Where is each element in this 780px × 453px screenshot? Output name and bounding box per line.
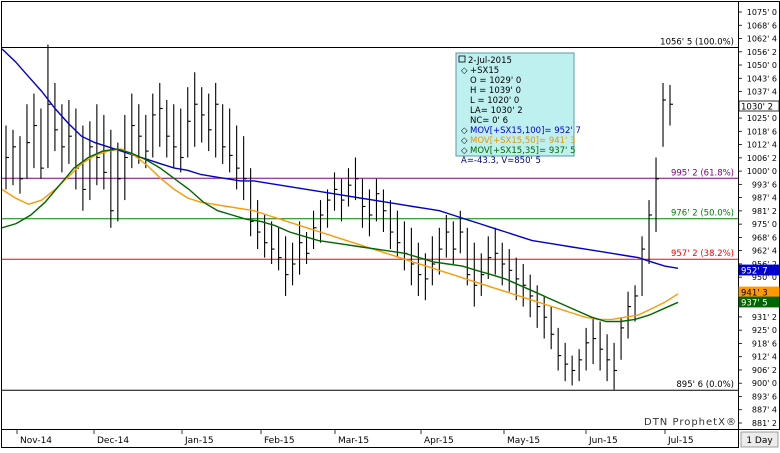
tooltip-bullet-icon: ◇ (461, 126, 468, 136)
tooltip-pin-icon[interactable] (458, 55, 466, 63)
price-axis-label: 1068' 6 (747, 21, 777, 30)
price-axis-label: 1000' 0 (747, 167, 777, 176)
time-axis-label: Jan-15 (184, 436, 214, 446)
price-axis-label: 925' 0 (752, 326, 777, 335)
price-axis-label: 956' 2 (752, 260, 777, 269)
time-axis-label: Mar-15 (338, 436, 369, 446)
watermark: DTN ProphetX® (644, 417, 737, 428)
price-axis (738, 1, 780, 430)
mov50-badge: 941' 3 (741, 289, 768, 299)
price-axis-label: 906' 2 (752, 366, 777, 375)
price-axis-label: 931' 2 (752, 313, 777, 322)
retracement-label: 995' 2 (61.8%) (671, 168, 734, 178)
timeframe-label: 1 Day (746, 436, 773, 446)
price-axis-label: 962' 4 (752, 247, 777, 256)
price-axis-label: 993' 6 (752, 180, 777, 189)
tooltip-open: O = 1029' 0 (470, 76, 521, 86)
price-axis-label: 1075' 0 (747, 8, 777, 17)
tooltip-bullet-icon: ◇ (461, 66, 468, 76)
tooltip-high: H = 1039' 0 (470, 86, 521, 96)
mov35-badge-box (738, 296, 780, 308)
tooltip-bullet-icon: ◇ (461, 136, 468, 146)
price-axis-label: 1006' 2 (747, 154, 777, 163)
tooltip-mov35: MOV[+SX15,35]= 937' 5 (470, 146, 576, 156)
price-axis-label: 887' 4 (752, 406, 777, 415)
price-axis-label: 900' 0 (752, 379, 777, 388)
retracement-label: 1056' 5 (100.0%) (660, 38, 734, 48)
tooltip-av: A=-43.3, V=850' 5 (461, 156, 541, 166)
time-axis-label: Jun-15 (588, 436, 618, 446)
retracement-label: 895' 6 (0.0%) (676, 380, 734, 390)
time-axis-label: Feb-15 (264, 436, 295, 446)
time-axis (1, 429, 739, 448)
time-axis-label: Nov-14 (20, 436, 52, 446)
price-axis-label: 912' 4 (752, 353, 777, 362)
tooltip-date: 2-Jul-2015 (468, 56, 512, 66)
time-axis-label: Jul-15 (667, 436, 694, 446)
price-axis-label: 968' 6 (752, 233, 777, 242)
time-axis-label: Apr-15 (424, 436, 454, 446)
mov100-badge: 952' 7 (741, 267, 768, 277)
timeframe-button[interactable]: 1 Day (740, 431, 779, 448)
tooltip-low: L = 1020' 0 (470, 96, 519, 106)
price-axis-label: 1043' 6 (747, 74, 777, 83)
mov35-badge: 937' 5 (741, 299, 768, 309)
retracement-label: 976' 2 (50.0%) (671, 209, 734, 219)
last-price-badge: 1030' 2 (741, 103, 773, 113)
price-axis-label: 1018' 6 (747, 127, 777, 136)
tooltip-mov100: MOV[+SX15,100]= 952' 7 (470, 126, 581, 136)
price-axis-label: 1062' 4 (747, 35, 777, 44)
price-axis-label: 1037' 4 (747, 88, 777, 97)
price-axis-label: 950' 0 (752, 273, 777, 282)
ohlc-tooltip: 2-Jul-2015 ◇ +SX15 O = 1029' 0 H = 1039'… (455, 52, 581, 166)
tooltip-mov50: MOV[+SX15,50]= 941' 3 (470, 136, 576, 146)
price-axis-label: 1025' 0 (747, 114, 777, 123)
time-axis-label: May-15 (507, 436, 540, 446)
retracement-label: 957' 2 (38.2%) (671, 249, 734, 259)
price-axis-label: 975' 0 (752, 220, 777, 229)
tooltip-bullet-icon: ◇ (461, 146, 468, 156)
tooltip-net-change: NC= 0' 6 (470, 116, 508, 126)
tooltip-symbol: +SX15 (470, 66, 499, 76)
mov35-line (2, 148, 679, 323)
price-axis-label: 881' 2 (752, 419, 777, 428)
price-axis-label: 1056' 2 (747, 48, 777, 57)
mov100-badge-box (738, 264, 780, 276)
price-axis-label: 981' 2 (752, 207, 777, 216)
price-axis-label: 1050' 0 (747, 61, 777, 70)
tooltip-last: LA= 1030' 2 (470, 106, 523, 116)
price-axis-label: 918' 6 (752, 339, 777, 348)
last-price-badge-box (738, 100, 780, 112)
price-axis-label: 1012' 4 (747, 141, 777, 150)
time-axis-label: Dec-14 (97, 436, 129, 446)
price-axis-label: 893' 6 (752, 392, 777, 401)
price-axis-label: 987' 4 (752, 194, 777, 203)
